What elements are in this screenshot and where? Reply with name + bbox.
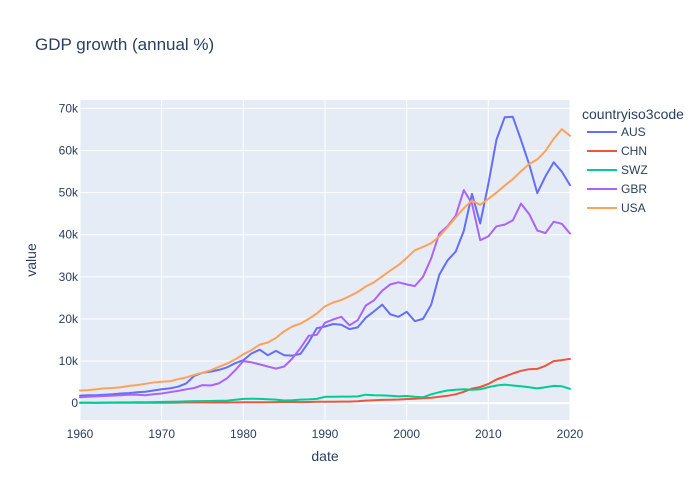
chart-title: GDP growth (annual %) <box>35 35 214 54</box>
series-line-usa <box>79 128 571 392</box>
y-tick-label: 0 <box>71 396 78 410</box>
y-tick-label: 20k <box>59 312 79 326</box>
legend-title: countryiso3code <box>582 106 684 122</box>
legend-label-gbr: GBR <box>621 182 647 196</box>
y-tick-label: 60k <box>59 144 79 158</box>
x-tick-label: 1990 <box>312 427 339 441</box>
series-lines <box>79 115 571 404</box>
series-line-gbr <box>79 189 571 399</box>
x-tick-label: 2010 <box>475 427 502 441</box>
x-tick-label: 2000 <box>393 427 420 441</box>
x-tick-label: 1970 <box>148 427 175 441</box>
x-tick-label: 1980 <box>230 427 257 441</box>
y-axis-title: value <box>23 243 39 277</box>
legend: countryiso3code AUS CHN SWZ GBR USA <box>582 106 684 215</box>
legend-label-usa: USA <box>621 201 646 215</box>
x-tick-label: 1960 <box>67 427 94 441</box>
legend-label-aus: AUS <box>621 125 646 139</box>
series-line-swz <box>79 383 571 404</box>
x-tick-label: 2020 <box>557 427 584 441</box>
x-axis-title: date <box>311 448 338 464</box>
y-tick-label: 50k <box>59 186 79 200</box>
y-tick-label: 10k <box>59 354 79 368</box>
legend-label-swz: SWZ <box>621 163 648 177</box>
y-tick-label: 30k <box>59 270 79 284</box>
legend-label-chn: CHN <box>621 144 647 158</box>
series-line-aus <box>79 115 571 397</box>
axis-ticks: 1960 1970 1980 1990 2000 2010 2020 0 10k 20k 30k 40… <box>59 101 584 441</box>
y-tick-label: 70k <box>59 101 79 115</box>
y-tick-label: 40k <box>59 228 79 242</box>
